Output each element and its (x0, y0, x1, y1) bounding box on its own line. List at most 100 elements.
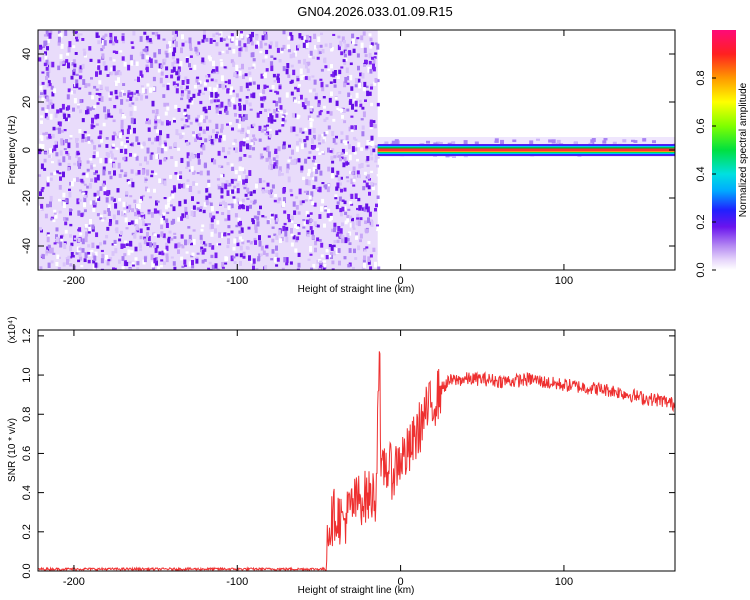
noise-cell (102, 61, 106, 66)
noise-cell (147, 127, 151, 132)
noise-cell (299, 127, 303, 133)
noise-cell (91, 141, 95, 145)
noise-cell (232, 196, 236, 199)
noise-cell (273, 162, 277, 167)
noise-cell (314, 240, 318, 246)
noise-cell (138, 198, 142, 203)
noise-cell (365, 182, 369, 188)
noise-cell (265, 189, 269, 193)
noise-cell (78, 199, 82, 202)
noise-cell (254, 224, 258, 230)
noise-cell (246, 126, 250, 132)
noise-cell (63, 243, 67, 249)
noise-cell (272, 73, 276, 78)
noise-cell (83, 202, 86, 208)
noise-cell (350, 128, 354, 132)
noise-cell (368, 211, 372, 217)
noise-cell (348, 50, 352, 56)
noise-cell (350, 193, 354, 199)
noise-cell (81, 248, 85, 253)
noise-cell (224, 80, 228, 84)
noise-cell (267, 117, 271, 123)
noise-cell (180, 47, 183, 54)
noise-cell (239, 86, 243, 92)
noise-cell (98, 135, 102, 140)
noise-cell (285, 226, 289, 231)
noise-cell (238, 98, 242, 102)
noise-cell (113, 170, 116, 176)
noise-cell (321, 87, 325, 92)
noise-cell (107, 208, 111, 212)
noise-cell (199, 170, 203, 176)
noise-cell (308, 195, 312, 200)
noise-cell (221, 212, 225, 216)
noise-cell (351, 38, 355, 45)
noise-cell (364, 99, 367, 102)
noise-cell (39, 135, 43, 139)
noise-cell (314, 176, 318, 182)
noise-cell (258, 235, 261, 241)
noise-cell (171, 62, 175, 67)
noise-cell (297, 224, 301, 227)
noise-cell (340, 108, 344, 113)
noise-cell (356, 207, 359, 211)
noise-cell (160, 231, 164, 237)
noise-cell (50, 217, 54, 221)
noise-cell (69, 135, 73, 138)
noise-cell (278, 85, 282, 90)
noise-cell (191, 260, 194, 266)
noise-cell (162, 233, 166, 238)
noise-cell (201, 249, 205, 255)
noise-cell (143, 238, 147, 245)
x-tick-label: -200 (63, 275, 85, 287)
noise-cell (275, 159, 279, 165)
noise-cell (354, 109, 358, 112)
noise-cell (346, 43, 350, 48)
noise-cell (310, 230, 314, 235)
noise-cell (294, 99, 297, 103)
noise-cell (59, 61, 63, 66)
noise-cell (316, 44, 320, 49)
noise-cell (243, 187, 247, 190)
noise-cell (209, 223, 213, 230)
noise-cell (95, 88, 99, 91)
noise-cell (265, 157, 269, 162)
noise-cell (273, 57, 277, 60)
noise-cell (227, 233, 231, 236)
noise-cell (194, 46, 198, 52)
noise-cell (180, 157, 184, 164)
noise-cell (349, 74, 353, 81)
noise-cell (258, 240, 262, 247)
noise-cell (251, 66, 255, 69)
noise-cell (149, 58, 153, 64)
noise-cell (83, 197, 87, 203)
noise-cell (136, 267, 140, 270)
noise-cell (123, 61, 127, 67)
noise-cell (348, 248, 352, 253)
noise-cell (296, 88, 300, 92)
noise-cell (318, 111, 322, 116)
noise-cell (81, 63, 85, 69)
noise-cell (237, 124, 241, 129)
noise-cell (56, 109, 60, 114)
noise-cell (317, 137, 321, 142)
noise-cell (119, 91, 123, 97)
noise-cell (40, 229, 43, 233)
noise-cell (304, 158, 308, 164)
noise-cell (139, 52, 143, 57)
noise-cell (146, 188, 150, 193)
noise-cell (305, 219, 309, 225)
noise-cell (208, 105, 211, 110)
noise-cell (331, 160, 335, 164)
noise-cell (99, 186, 103, 191)
noise-cell (323, 223, 326, 228)
noise-cell (233, 138, 237, 144)
noise-cell (114, 248, 118, 254)
noise-cell (43, 167, 47, 171)
noise-cell (357, 65, 360, 71)
noise-cell (225, 43, 229, 47)
noise-cell (281, 267, 285, 270)
noise-cell (118, 71, 122, 76)
noise-cell (154, 115, 158, 121)
noise-cell (62, 156, 66, 163)
